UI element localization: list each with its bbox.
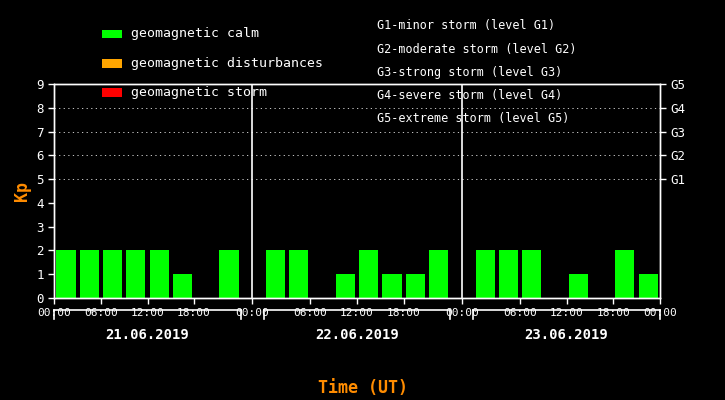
Bar xyxy=(289,250,308,298)
Text: G3-strong storm (level G3): G3-strong storm (level G3) xyxy=(377,66,563,79)
Bar xyxy=(522,250,542,298)
Bar xyxy=(57,250,75,298)
Bar xyxy=(336,274,355,298)
Text: G2-moderate storm (level G2): G2-moderate storm (level G2) xyxy=(377,43,576,56)
Text: geomagnetic disturbances: geomagnetic disturbances xyxy=(130,57,323,70)
Bar xyxy=(103,250,122,298)
Bar xyxy=(639,274,658,298)
Bar xyxy=(406,274,425,298)
Bar xyxy=(616,250,634,298)
Text: 23.06.2019: 23.06.2019 xyxy=(525,328,608,342)
Bar xyxy=(220,250,239,298)
Text: G4-severe storm (level G4): G4-severe storm (level G4) xyxy=(377,89,563,102)
Text: Time (UT): Time (UT) xyxy=(318,379,407,397)
Text: geomagnetic storm: geomagnetic storm xyxy=(130,86,267,99)
Bar xyxy=(80,250,99,298)
Bar xyxy=(568,274,588,298)
Text: G1-minor storm (level G1): G1-minor storm (level G1) xyxy=(377,20,555,32)
Bar xyxy=(476,250,494,298)
Text: G5-extreme storm (level G5): G5-extreme storm (level G5) xyxy=(377,112,569,125)
Text: 21.06.2019: 21.06.2019 xyxy=(106,328,189,342)
Bar xyxy=(429,250,448,298)
Bar xyxy=(266,250,285,298)
Bar xyxy=(126,250,146,298)
Bar xyxy=(359,250,378,298)
Y-axis label: Kp: Kp xyxy=(13,181,31,201)
Bar xyxy=(149,250,169,298)
Text: 22.06.2019: 22.06.2019 xyxy=(315,328,399,342)
Bar xyxy=(173,274,192,298)
Text: geomagnetic calm: geomagnetic calm xyxy=(130,28,259,40)
Bar xyxy=(383,274,402,298)
Bar xyxy=(499,250,518,298)
